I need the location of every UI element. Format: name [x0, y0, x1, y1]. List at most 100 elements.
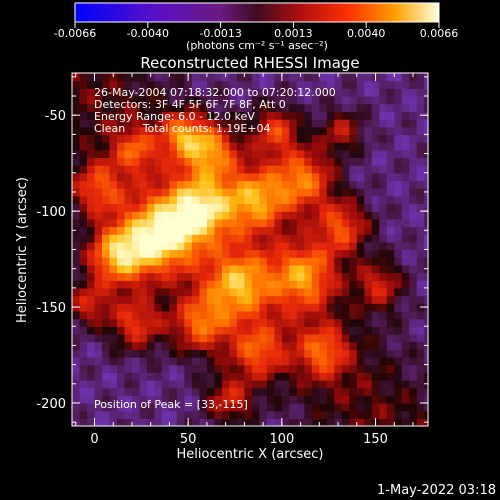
- heatmap-cell: [424, 249, 428, 258]
- heatmap-cell: [251, 387, 260, 396]
- heatmap-cell: [349, 280, 358, 289]
- heatmap-cell: [236, 180, 245, 189]
- heatmap-cell: [364, 226, 373, 235]
- heatmap-cell: [289, 73, 298, 82]
- heatmap-cell: [319, 241, 328, 251]
- heatmap-cell: [356, 303, 365, 312]
- heatmap-cell: [214, 103, 223, 112]
- heatmap-cell: [109, 119, 118, 128]
- heatmap-cell: [161, 410, 170, 419]
- heatmap-cell: [87, 142, 96, 151]
- heatmap-cell: [364, 287, 373, 297]
- heatmap-cell: [266, 272, 275, 281]
- heatmap-cell: [334, 119, 343, 128]
- heatmap-cell: [117, 341, 126, 350]
- heatmap-cell: [184, 295, 193, 304]
- heatmap-cell: [214, 264, 223, 274]
- heatmap-cell: [326, 165, 335, 174]
- heatmap-cell: [109, 126, 118, 135]
- heatmap-cell: [326, 287, 335, 297]
- heatmap-cell: [394, 88, 403, 97]
- heatmap-cell: [244, 295, 253, 304]
- heatmap-cell: [296, 73, 305, 82]
- heatmap-cell: [296, 165, 305, 174]
- heatmap-cell: [401, 264, 410, 274]
- heatmap-cell: [94, 410, 103, 419]
- heatmap-cell: [146, 272, 155, 281]
- heatmap-cell: [401, 165, 410, 174]
- heatmap-cell: [251, 249, 260, 258]
- annotation-time: 26-May-2004 07:18:32.000 to 07:20:12.000: [94, 86, 336, 99]
- heatmap-cell: [221, 88, 230, 97]
- heatmap-cell: [94, 395, 103, 404]
- heatmap-cell: [214, 303, 223, 312]
- heatmap-cell: [251, 356, 260, 366]
- heatmap-cell: [356, 80, 365, 89]
- heatmap-cell: [356, 280, 365, 289]
- heatmap-cell: [72, 341, 81, 350]
- x-tick-label: 100: [269, 432, 294, 447]
- heatmap-cell: [161, 272, 170, 281]
- heatmap-cell: [132, 387, 141, 396]
- heatmap-cell: [124, 333, 133, 343]
- heatmap-cell: [304, 103, 313, 112]
- heatmap-cell: [102, 73, 111, 82]
- heatmap-cell: [259, 310, 268, 320]
- heatmap-cell: [326, 272, 335, 281]
- heatmap-cell: [72, 356, 81, 366]
- heatmap-cell: [146, 211, 155, 220]
- heatmap-cell: [176, 96, 185, 105]
- heatmap-cell: [341, 303, 350, 312]
- heatmap-cell: [184, 326, 193, 335]
- heatmap-cell: [221, 126, 230, 135]
- heatmap-cell: [124, 310, 133, 320]
- heatmap-cell: [416, 403, 425, 412]
- heatmap-cell: [296, 264, 305, 274]
- heatmap-cell: [184, 387, 193, 396]
- heatmap-cell: [371, 241, 380, 251]
- heatmap-cell: [206, 218, 215, 228]
- heatmap-cell: [191, 364, 200, 373]
- heatmap-cell: [356, 73, 365, 82]
- heatmap-cell: [199, 195, 208, 205]
- heatmap-cell: [87, 403, 96, 412]
- heatmap-cell: [424, 333, 428, 343]
- heatmap-cell: [161, 226, 170, 235]
- heatmap-cell: [94, 234, 103, 243]
- heatmap-cell: [94, 287, 103, 297]
- heatmap-cell: [289, 410, 298, 419]
- peak-position-label: Position of Peak = [33,-115]: [94, 398, 248, 411]
- heatmap-cell: [221, 73, 230, 82]
- heatmap-cell: [349, 80, 358, 89]
- heatmap-cell: [364, 218, 373, 228]
- heatmap-cell: [401, 172, 410, 182]
- heatmap-cell: [176, 119, 185, 128]
- heatmap-cell: [259, 142, 268, 151]
- heatmap-cell: [72, 264, 81, 274]
- heatmap-cell: [206, 73, 215, 82]
- heatmap-cell: [206, 303, 215, 312]
- heatmap-cell: [176, 88, 185, 97]
- heatmap-cell: [386, 195, 395, 205]
- heatmap-cell: [169, 403, 178, 412]
- heatmap-cell: [356, 126, 365, 135]
- heatmap-cell: [184, 380, 193, 389]
- heatmap-cell: [326, 372, 335, 381]
- heatmap-cell: [409, 410, 418, 419]
- heatmap-cell: [289, 303, 298, 312]
- heatmap-cell: [259, 280, 268, 289]
- heatmap-cell: [319, 380, 328, 389]
- heatmap-cell: [326, 403, 335, 412]
- heatmap-cell: [371, 349, 380, 358]
- heatmap-cell: [146, 257, 155, 266]
- heatmap-cell: [311, 410, 320, 419]
- heatmap-cell: [229, 226, 238, 235]
- heatmap-cell: [296, 180, 305, 189]
- heatmap-cell: [326, 356, 335, 366]
- heatmap-cell: [251, 264, 260, 274]
- heatmap-cell: [146, 180, 155, 189]
- heatmap-cell: [191, 395, 200, 404]
- heatmap-cell: [132, 172, 141, 182]
- heatmap-cell: [154, 287, 163, 297]
- heatmap-cell: [409, 96, 418, 105]
